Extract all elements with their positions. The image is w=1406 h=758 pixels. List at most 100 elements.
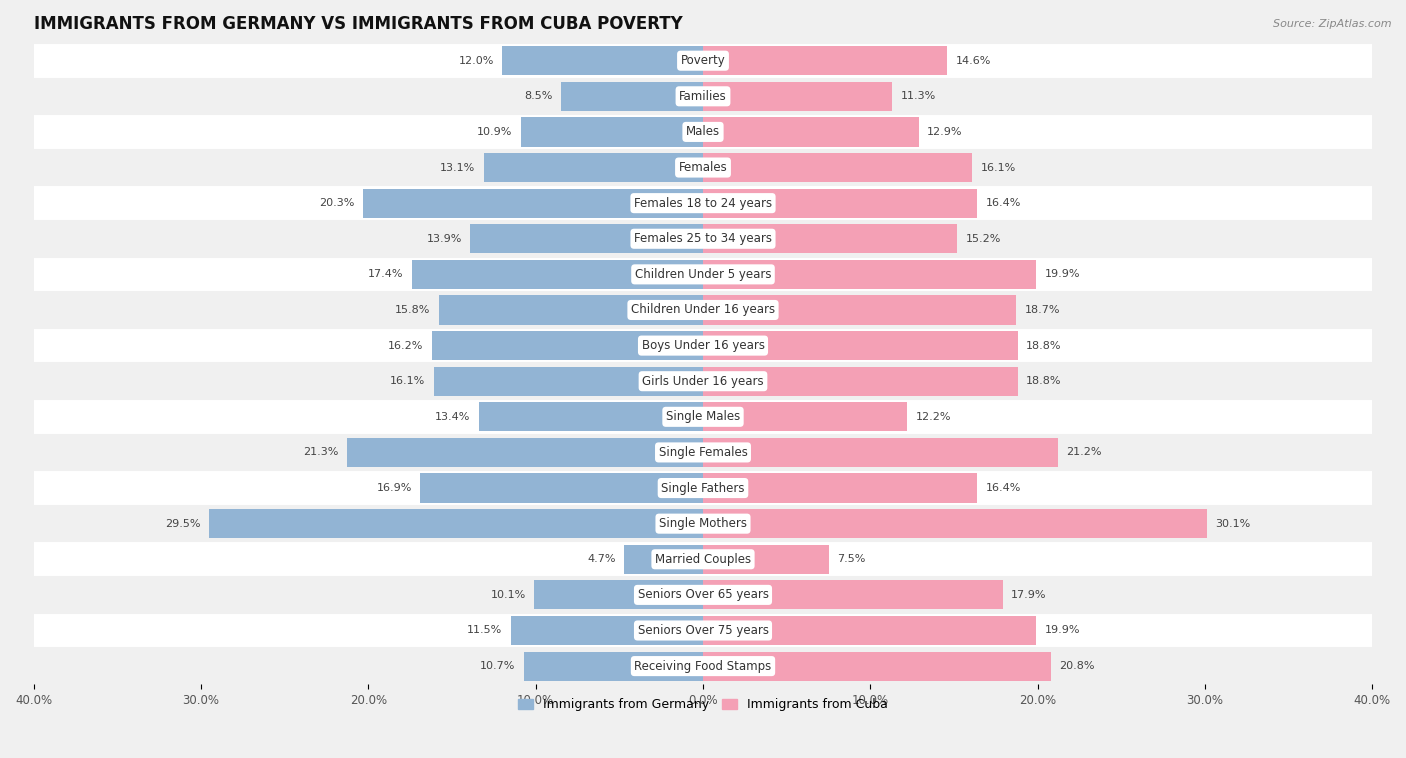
Text: 12.0%: 12.0% (458, 55, 494, 66)
Text: 11.5%: 11.5% (467, 625, 502, 635)
Bar (624, 545, 703, 574)
Text: 19.9%: 19.9% (1045, 269, 1080, 280)
Bar (34, 399, 1372, 434)
Bar (703, 117, 920, 146)
Bar (34, 114, 1372, 150)
Text: 16.9%: 16.9% (377, 483, 412, 493)
Bar (703, 153, 973, 182)
Text: Females 25 to 34 years: Females 25 to 34 years (634, 232, 772, 246)
Bar (412, 260, 703, 289)
Text: 19.9%: 19.9% (1045, 625, 1080, 635)
Text: 15.8%: 15.8% (395, 305, 430, 315)
Bar (534, 581, 703, 609)
Text: 10.1%: 10.1% (491, 590, 526, 600)
Bar (703, 296, 1017, 324)
Bar (34, 256, 1372, 292)
Bar (524, 652, 703, 681)
Text: 8.5%: 8.5% (524, 91, 553, 102)
Bar (703, 402, 907, 431)
Bar (703, 652, 1052, 681)
Text: Source: ZipAtlas.com: Source: ZipAtlas.com (1274, 19, 1392, 29)
Bar (420, 474, 703, 503)
Text: Females 18 to 24 years: Females 18 to 24 years (634, 196, 772, 210)
Text: Single Males: Single Males (666, 410, 740, 423)
Text: 17.4%: 17.4% (368, 269, 404, 280)
Bar (703, 82, 893, 111)
Text: Poverty: Poverty (681, 54, 725, 67)
Bar (703, 509, 1206, 538)
Text: 16.2%: 16.2% (388, 340, 423, 351)
Bar (209, 509, 703, 538)
Text: 16.1%: 16.1% (981, 162, 1017, 173)
Text: Receiving Food Stamps: Receiving Food Stamps (634, 659, 772, 672)
Bar (34, 363, 1372, 399)
Text: 13.9%: 13.9% (426, 233, 463, 244)
Bar (703, 224, 957, 253)
Bar (703, 474, 977, 503)
Text: 21.2%: 21.2% (1066, 447, 1102, 457)
Text: 20.3%: 20.3% (319, 198, 354, 208)
Text: 13.1%: 13.1% (440, 162, 475, 173)
Text: 13.4%: 13.4% (434, 412, 471, 421)
Bar (432, 331, 703, 360)
Text: IMMIGRANTS FROM GERMANY VS IMMIGRANTS FROM CUBA POVERTY: IMMIGRANTS FROM GERMANY VS IMMIGRANTS FR… (34, 15, 682, 33)
Text: 16.1%: 16.1% (389, 376, 425, 387)
Bar (703, 545, 828, 574)
Text: 16.4%: 16.4% (986, 198, 1021, 208)
Text: Single Fathers: Single Fathers (661, 481, 745, 494)
Bar (703, 367, 1018, 396)
Text: 14.6%: 14.6% (956, 55, 991, 66)
Text: 18.7%: 18.7% (1025, 305, 1060, 315)
Text: 15.2%: 15.2% (966, 233, 1001, 244)
Text: Seniors Over 65 years: Seniors Over 65 years (637, 588, 769, 601)
Bar (34, 43, 1372, 79)
Text: 29.5%: 29.5% (166, 518, 201, 528)
Bar (439, 296, 703, 324)
Bar (478, 402, 703, 431)
Text: 21.3%: 21.3% (302, 447, 339, 457)
Bar (561, 82, 703, 111)
Bar (363, 189, 703, 218)
Text: Males: Males (686, 125, 720, 139)
Text: 18.8%: 18.8% (1026, 340, 1062, 351)
Text: 4.7%: 4.7% (588, 554, 616, 564)
Bar (34, 648, 1372, 684)
Bar (520, 117, 703, 146)
Bar (346, 438, 703, 467)
Bar (34, 186, 1372, 221)
Bar (471, 224, 703, 253)
Text: Children Under 16 years: Children Under 16 years (631, 303, 775, 317)
Bar (34, 612, 1372, 648)
Text: 30.1%: 30.1% (1215, 518, 1250, 528)
Bar (34, 292, 1372, 327)
Bar (34, 506, 1372, 541)
Text: Single Females: Single Females (658, 446, 748, 459)
Text: 10.7%: 10.7% (481, 661, 516, 671)
Text: 11.3%: 11.3% (900, 91, 936, 102)
Bar (433, 367, 703, 396)
Text: 12.9%: 12.9% (928, 127, 963, 137)
Text: Married Couples: Married Couples (655, 553, 751, 565)
Text: Seniors Over 75 years: Seniors Over 75 years (637, 624, 769, 637)
Bar (34, 150, 1372, 186)
Text: Single Mothers: Single Mothers (659, 517, 747, 530)
Text: Children Under 5 years: Children Under 5 years (634, 268, 772, 281)
Bar (703, 331, 1018, 360)
Text: 17.9%: 17.9% (1011, 590, 1046, 600)
Text: Females: Females (679, 161, 727, 174)
Text: 7.5%: 7.5% (837, 554, 865, 564)
Bar (34, 434, 1372, 470)
Bar (34, 221, 1372, 256)
Bar (703, 581, 1002, 609)
Bar (484, 153, 703, 182)
Bar (502, 46, 703, 75)
Text: 10.9%: 10.9% (477, 127, 512, 137)
Bar (703, 260, 1036, 289)
Text: Boys Under 16 years: Boys Under 16 years (641, 339, 765, 352)
Bar (34, 577, 1372, 612)
Bar (34, 470, 1372, 506)
Text: 20.8%: 20.8% (1060, 661, 1095, 671)
Bar (703, 46, 948, 75)
Legend: Immigrants from Germany, Immigrants from Cuba: Immigrants from Germany, Immigrants from… (513, 693, 893, 716)
Text: 18.8%: 18.8% (1026, 376, 1062, 387)
